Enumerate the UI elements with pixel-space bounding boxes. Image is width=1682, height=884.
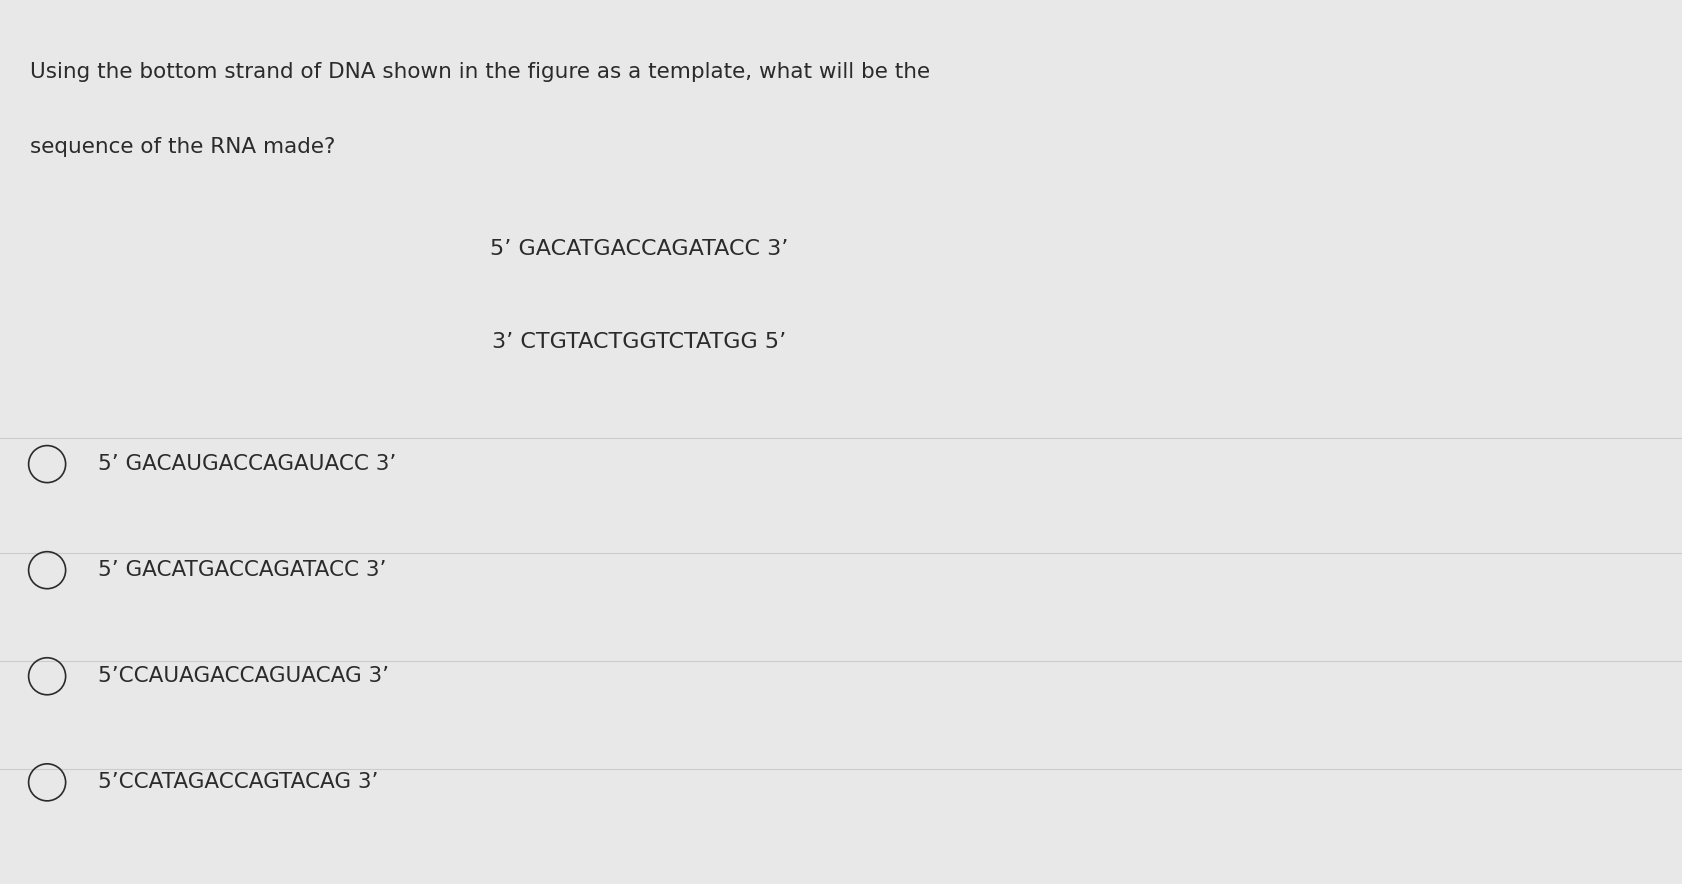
- Text: 5’ GACATGACCAGATACC 3’: 5’ GACATGACCAGATACC 3’: [98, 560, 385, 580]
- Text: 5’ GACAUGACCAGAUACC 3’: 5’ GACAUGACCAGAUACC 3’: [98, 454, 395, 474]
- Text: sequence of the RNA made?: sequence of the RNA made?: [30, 137, 335, 157]
- Text: Using the bottom strand of DNA shown in the figure as a template, what will be t: Using the bottom strand of DNA shown in …: [30, 62, 930, 82]
- Text: 3’ CTGTACTGGTCTATGG 5’: 3’ CTGTACTGGTCTATGG 5’: [493, 332, 785, 352]
- Text: 5’CCAUAGACCAGUACAG 3’: 5’CCAUAGACCAGUACAG 3’: [98, 667, 389, 686]
- Text: 5’CCATAGACCAGTACAG 3’: 5’CCATAGACCAGTACAG 3’: [98, 773, 378, 792]
- Text: 5’ GACATGACCAGATACC 3’: 5’ GACATGACCAGATACC 3’: [489, 239, 789, 259]
